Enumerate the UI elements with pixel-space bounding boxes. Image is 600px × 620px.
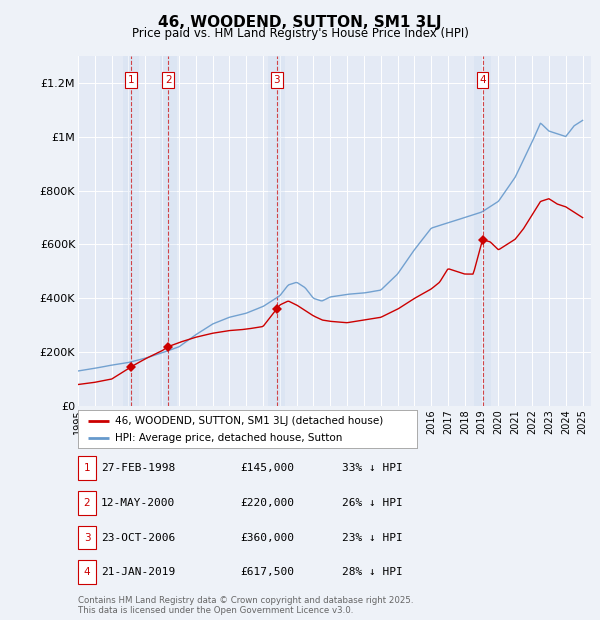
Bar (160, 56, 177, 406)
Text: Contains HM Land Registry data © Crown copyright and database right 2025.
This d: Contains HM Land Registry data © Crown c… (78, 596, 413, 615)
Text: 33% ↓ HPI: 33% ↓ HPI (342, 463, 403, 473)
Text: 12-MAY-2000: 12-MAY-2000 (101, 498, 175, 508)
Bar (268, 56, 285, 406)
Text: 4: 4 (83, 567, 91, 577)
Text: 21-JAN-2019: 21-JAN-2019 (101, 567, 175, 577)
Text: 23-OCT-2006: 23-OCT-2006 (101, 533, 175, 542)
Bar (474, 56, 491, 406)
Bar (122, 56, 139, 406)
Text: 4: 4 (479, 75, 486, 85)
Text: 3: 3 (83, 533, 91, 542)
Text: 46, WOODEND, SUTTON, SM1 3LJ: 46, WOODEND, SUTTON, SM1 3LJ (158, 16, 442, 30)
Text: 2: 2 (83, 498, 91, 508)
Text: 27-FEB-1998: 27-FEB-1998 (101, 463, 175, 473)
Text: 1: 1 (128, 75, 134, 85)
Text: £360,000: £360,000 (240, 533, 294, 542)
Text: Price paid vs. HM Land Registry's House Price Index (HPI): Price paid vs. HM Land Registry's House … (131, 27, 469, 40)
Text: 46, WOODEND, SUTTON, SM1 3LJ (detached house): 46, WOODEND, SUTTON, SM1 3LJ (detached h… (115, 416, 383, 426)
Text: 23% ↓ HPI: 23% ↓ HPI (342, 533, 403, 542)
Text: 26% ↓ HPI: 26% ↓ HPI (342, 498, 403, 508)
Text: £617,500: £617,500 (240, 567, 294, 577)
Text: 2: 2 (165, 75, 172, 85)
Text: £145,000: £145,000 (240, 463, 294, 473)
Text: 28% ↓ HPI: 28% ↓ HPI (342, 567, 403, 577)
Text: 3: 3 (274, 75, 280, 85)
Text: HPI: Average price, detached house, Sutton: HPI: Average price, detached house, Sutt… (115, 433, 343, 443)
Text: 1: 1 (83, 463, 91, 473)
Text: £220,000: £220,000 (240, 498, 294, 508)
